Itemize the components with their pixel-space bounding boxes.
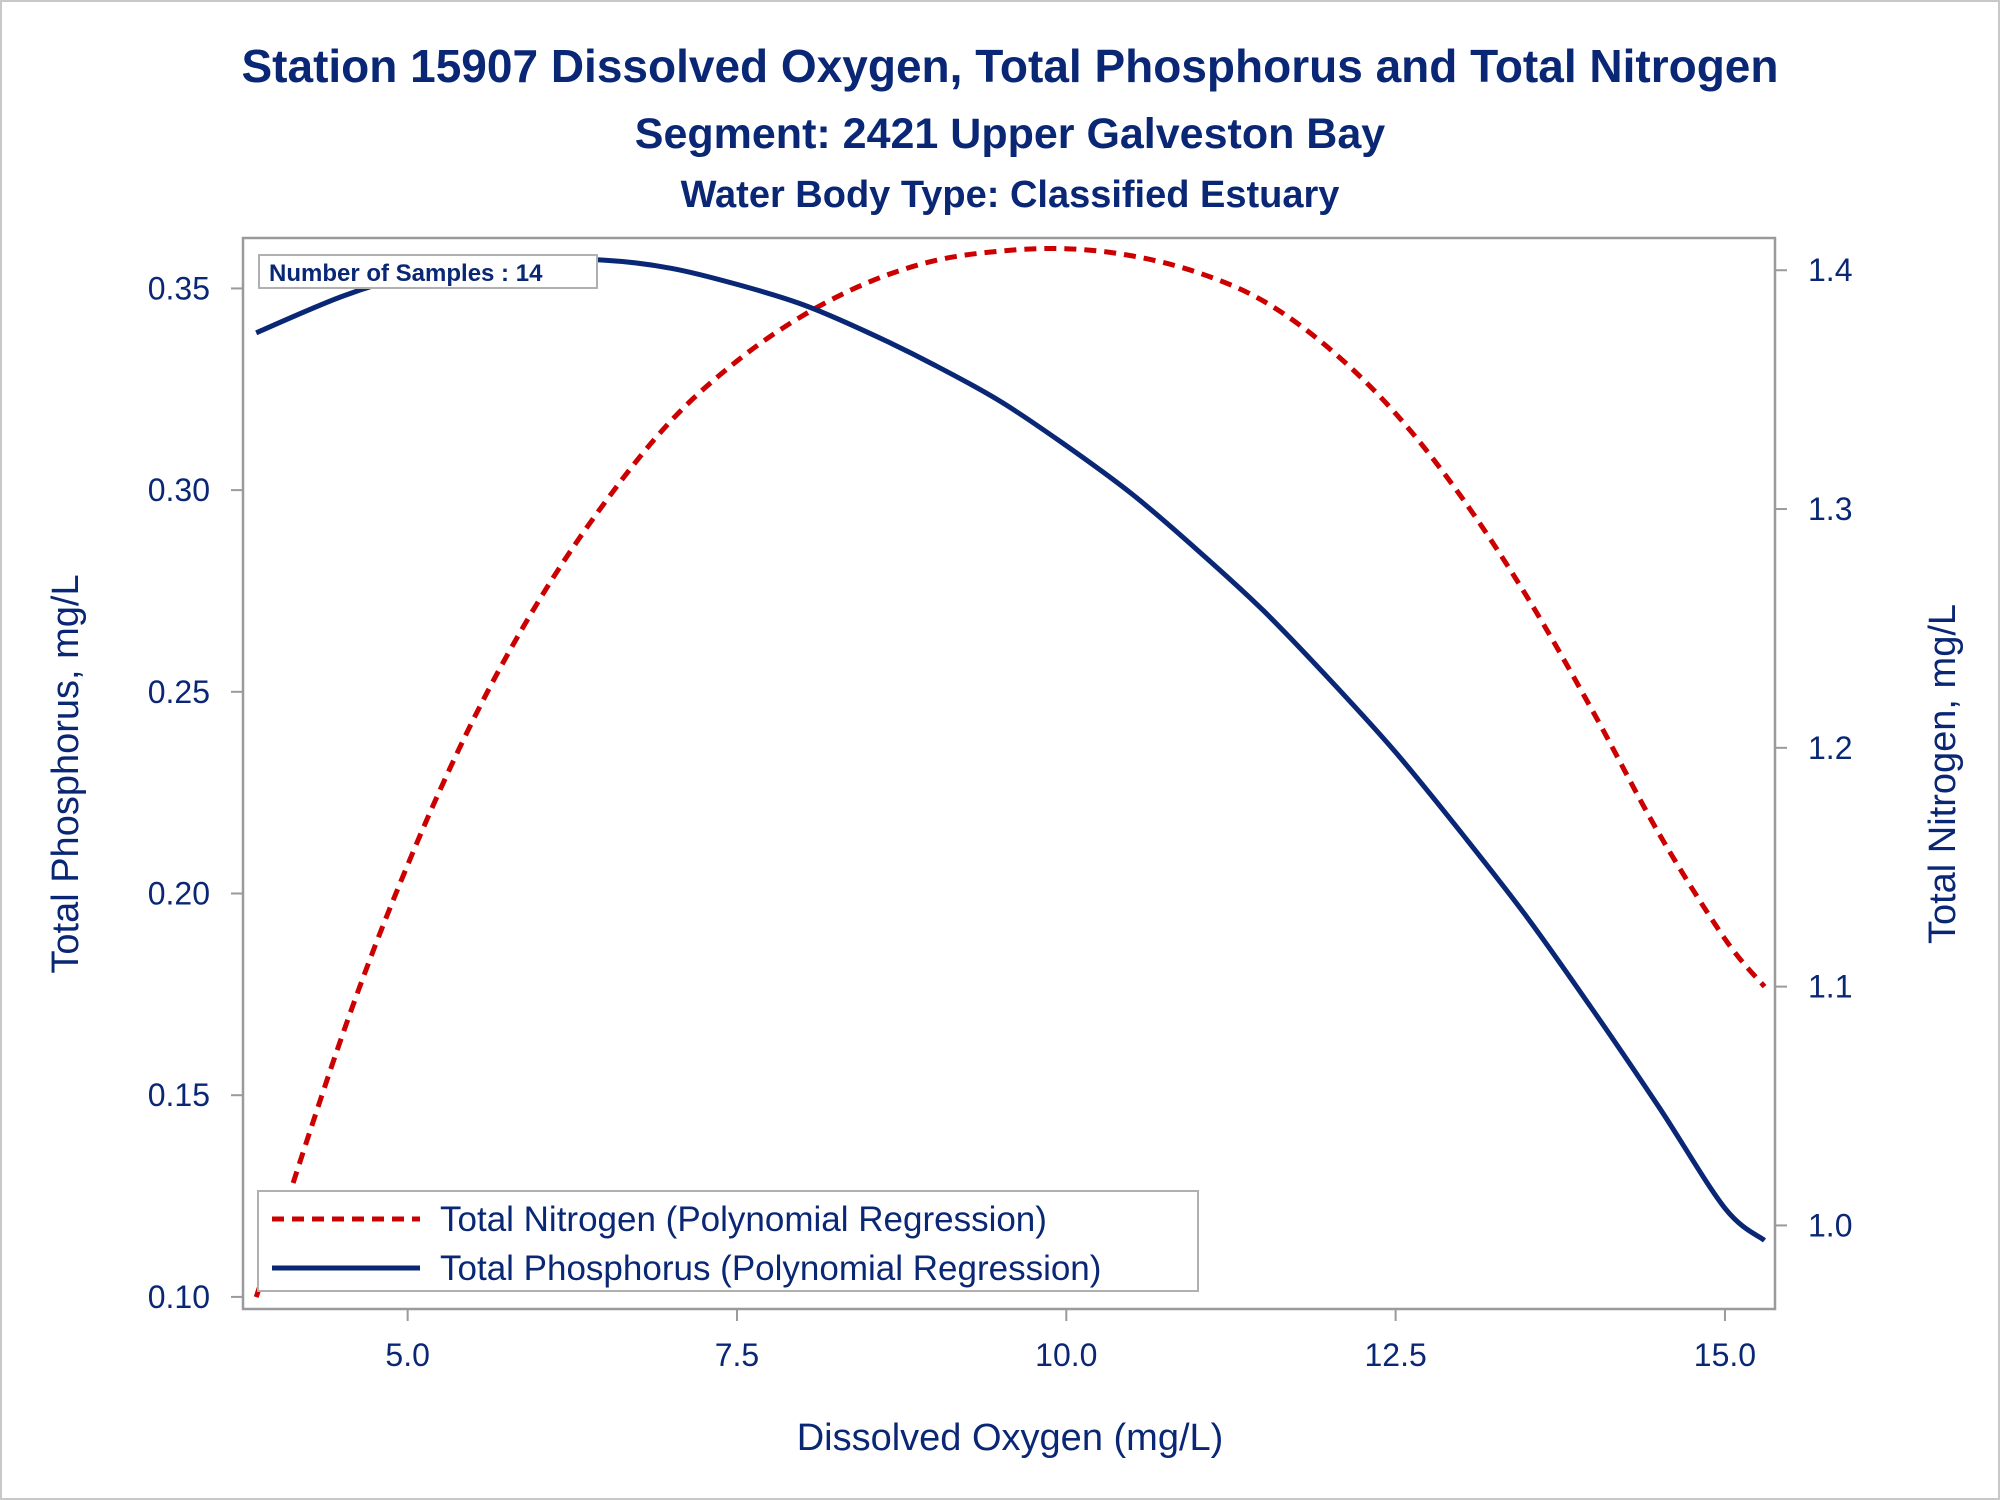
legend-box	[257, 1190, 1199, 1292]
y-tick-label: 0.35	[148, 270, 210, 306]
y-tick-label: 0.10	[148, 1279, 210, 1315]
x-tick-label: 7.5	[715, 1337, 759, 1373]
y-axis-right: 1.0 1.1 1.2 1.3 1.4	[1775, 252, 1852, 1243]
y2-tick-label: 1.3	[1808, 491, 1852, 527]
y2-tick-label: 1.0	[1808, 1207, 1852, 1243]
x-tick-label: 15.0	[1694, 1337, 1756, 1373]
annotation-text: Number of Samples : 14	[269, 260, 543, 287]
y2-tick-label: 1.4	[1808, 252, 1852, 288]
y-tick-label: 0.25	[148, 674, 210, 710]
x-tick-label: 5.0	[385, 1337, 429, 1373]
y2-tick-label: 1.2	[1808, 730, 1852, 766]
x-tick-label: 12.5	[1364, 1337, 1426, 1373]
y-axis-title: Total Phosphorus, mg/L	[45, 574, 87, 973]
y2-axis-title: Total Nitrogen, mg/L	[1922, 604, 1964, 944]
x-tick-label: 10.0	[1035, 1337, 1097, 1373]
x-axis: 5.0 7.5 10.0 12.5 15.0	[385, 1309, 1756, 1373]
y-tick-label: 0.15	[148, 1077, 210, 1113]
chart-title: Station 15907 Dissolved Oxygen, Total Ph…	[241, 40, 1778, 92]
legend-label-phosphorus: Total Phosphorus (Polynomial Regression)	[440, 1249, 1101, 1288]
chart-subtitle: Segment: 2421 Upper Galveston Bay	[635, 110, 1385, 158]
x-axis-title: Dissolved Oxygen (mg/L)	[797, 1417, 1224, 1459]
y-tick-label: 0.30	[148, 472, 210, 508]
annotation-box	[258, 254, 598, 289]
chart-subtitle-2: Water Body Type: Classified Estuary	[681, 174, 1340, 216]
sample-count-annotation: Number of Samples : 14	[258, 254, 598, 289]
legend: Total Nitrogen (Polynomial Regression) T…	[257, 1190, 1199, 1292]
y-tick-label: 0.20	[148, 876, 210, 912]
plot-area	[241, 236, 1777, 1311]
y2-tick-label: 1.1	[1808, 969, 1852, 1005]
legend-label-nitrogen: Total Nitrogen (Polynomial Regression)	[440, 1200, 1047, 1239]
y-axis-left: 0.10 0.15 0.20 0.25 0.30 0.35	[148, 270, 243, 1315]
